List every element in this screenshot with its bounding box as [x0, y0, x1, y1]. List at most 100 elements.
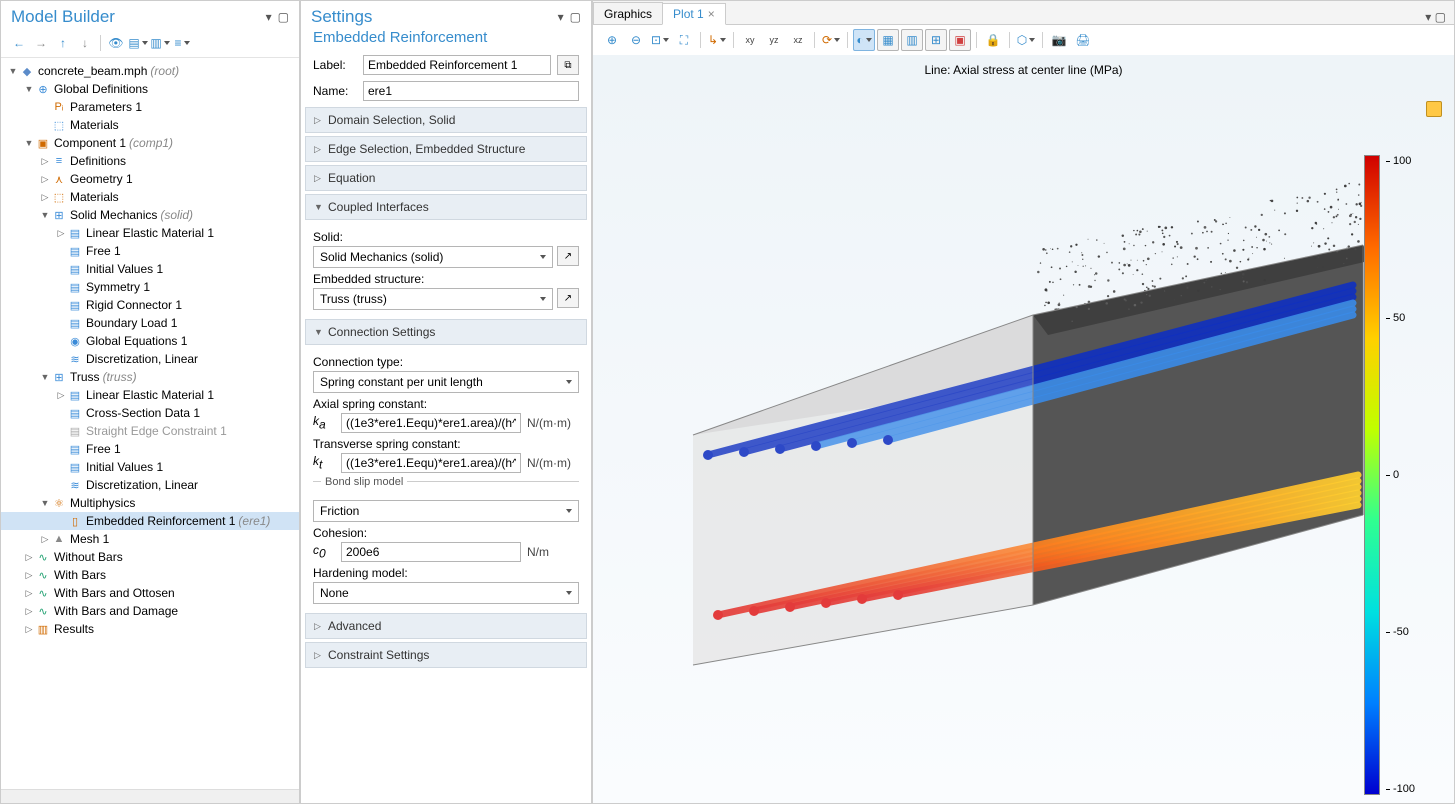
- tree-item[interactable]: ▤Free 1: [1, 440, 299, 458]
- graphics-tab[interactable]: Plot 1 ×: [662, 3, 726, 25]
- tree-item[interactable]: ▤Symmetry 1: [1, 278, 299, 296]
- tree-item[interactable]: ▷▤Linear Elastic Material 1: [1, 386, 299, 404]
- view-icon[interactable]: ↳: [706, 29, 728, 51]
- xz-icon[interactable]: xz: [787, 29, 809, 51]
- tree-item[interactable]: ▼◆concrete_beam.mph(root): [1, 62, 299, 80]
- section-connection[interactable]: ▼Connection Settings: [305, 319, 587, 345]
- tree-item[interactable]: ▤Free 1: [1, 242, 299, 260]
- label-link-icon[interactable]: ⧉: [557, 55, 579, 75]
- tree-item[interactable]: ≋Discretization, Linear: [1, 350, 299, 368]
- rotate-icon[interactable]: ⟳: [820, 29, 842, 51]
- colorbar: 100500-50-100: [1364, 155, 1424, 795]
- collapse-icon[interactable]: ▥: [150, 33, 170, 53]
- tree-item[interactable]: ▷▤Linear Elastic Material 1: [1, 224, 299, 242]
- tree-item[interactable]: ▤Initial Values 1: [1, 458, 299, 476]
- tree-item[interactable]: ≋Discretization, Linear: [1, 476, 299, 494]
- settings-title: Settings: [311, 7, 372, 27]
- section-header[interactable]: ▷Equation: [305, 165, 587, 191]
- axial-unit: N/(m·m): [527, 416, 579, 430]
- bond-select[interactable]: Friction: [313, 500, 579, 522]
- tree-item[interactable]: ▼⚛Multiphysics: [1, 494, 299, 512]
- minimize-icon[interactable]: ▾: [558, 10, 564, 24]
- section-coupled[interactable]: ▼Coupled Interfaces: [305, 194, 587, 220]
- tree-item[interactable]: ▯Embedded Reinforcement 1(ere1): [1, 512, 299, 530]
- tree-item[interactable]: PᵢParameters 1: [1, 98, 299, 116]
- list-icon[interactable]: ≡: [172, 33, 192, 53]
- tree-item[interactable]: ▼▣Component 1(comp1): [1, 134, 299, 152]
- tree-item[interactable]: ▷∿Without Bars: [1, 548, 299, 566]
- legend-toggle-icon[interactable]: [1426, 101, 1442, 117]
- coh-input[interactable]: [341, 542, 521, 562]
- colorbar-tick: 100: [1386, 155, 1415, 167]
- hard-select[interactable]: None: [313, 582, 579, 604]
- bond-slip-title: Bond slip model: [321, 476, 407, 488]
- tree-item[interactable]: ▷⬚Materials: [1, 188, 299, 206]
- back-icon[interactable]: ←: [9, 33, 29, 53]
- grid-icon[interactable]: ▥: [901, 29, 923, 51]
- tree-item[interactable]: ⬚Materials: [1, 116, 299, 134]
- tree-item[interactable]: ▤Cross-Section Data 1: [1, 404, 299, 422]
- conn-type-select[interactable]: Spring constant per unit length: [313, 371, 579, 393]
- scene-light-icon[interactable]: ◐: [853, 29, 875, 51]
- tree-item[interactable]: ▤Straight Edge Constraint 1: [1, 422, 299, 440]
- tree-item[interactable]: ▷∿With Bars and Damage: [1, 602, 299, 620]
- zoom-out-icon[interactable]: ⊖: [625, 29, 647, 51]
- zoom-in-icon[interactable]: ⊕: [601, 29, 623, 51]
- trans-label: Transverse spring constant:: [313, 437, 579, 451]
- tabs-menu-icon[interactable]: ▾ ▢: [1417, 10, 1454, 24]
- tree-item[interactable]: ▤Initial Values 1: [1, 260, 299, 278]
- name-caption: Name:: [313, 84, 357, 98]
- yz-icon[interactable]: yz: [763, 29, 785, 51]
- lock-icon[interactable]: 🔒: [982, 29, 1004, 51]
- select-icon[interactable]: ⬡: [1015, 29, 1037, 51]
- section-header[interactable]: ▷Constraint Settings: [305, 642, 587, 668]
- tree-item[interactable]: ▷∿With Bars and Ottosen: [1, 584, 299, 602]
- fwd-icon[interactable]: →: [31, 33, 51, 53]
- tree-item[interactable]: ▷∿With Bars: [1, 566, 299, 584]
- show-hide-icon[interactable]: ▣: [949, 29, 971, 51]
- zoom-box-icon[interactable]: ⊡: [649, 29, 671, 51]
- h-scrollbar[interactable]: [1, 789, 299, 803]
- solid-select[interactable]: Solid Mechanics (solid): [313, 246, 553, 268]
- emb-goto-icon[interactable]: ↗: [557, 288, 579, 308]
- print-icon[interactable]: 🖨: [1072, 29, 1094, 51]
- section-header[interactable]: ▷Edge Selection, Embedded Structure: [305, 136, 587, 162]
- label-input[interactable]: [363, 55, 551, 75]
- plot-3d-scene[interactable]: [653, 145, 1373, 725]
- down-icon[interactable]: ↓: [75, 33, 95, 53]
- plot-title: Line: Axial stress at center line (MPa): [593, 55, 1454, 85]
- settings-subtitle: Embedded Reinforcement: [301, 29, 591, 52]
- transparency-icon[interactable]: ▦: [877, 29, 899, 51]
- tree-item[interactable]: ▼⊞Solid Mechanics(solid): [1, 206, 299, 224]
- minimize-icon[interactable]: ▾: [266, 10, 272, 24]
- tree-item[interactable]: ▤Rigid Connector 1: [1, 296, 299, 314]
- coh-label: Cohesion:: [313, 526, 579, 540]
- close-icon[interactable]: ▢: [570, 10, 581, 24]
- tree-item[interactable]: ▼⊕Global Definitions: [1, 80, 299, 98]
- xy-icon[interactable]: xy: [739, 29, 761, 51]
- close-icon[interactable]: ▢: [278, 10, 289, 24]
- snapshot-icon[interactable]: 📷: [1048, 29, 1070, 51]
- emb-select[interactable]: Truss (truss): [313, 288, 553, 310]
- solid-goto-icon[interactable]: ↗: [557, 246, 579, 266]
- trans-input[interactable]: [341, 453, 521, 473]
- section-header[interactable]: ▷Advanced: [305, 613, 587, 639]
- model-tree[interactable]: ▼◆concrete_beam.mph(root)▼⊕Global Defini…: [1, 58, 299, 789]
- tree-item[interactable]: ▼⊞Truss(truss): [1, 368, 299, 386]
- expand-icon[interactable]: ▤: [128, 33, 148, 53]
- up-icon[interactable]: ↑: [53, 33, 73, 53]
- name-input[interactable]: [363, 81, 579, 101]
- tree-item[interactable]: ▤Boundary Load 1: [1, 314, 299, 332]
- tree-item[interactable]: ▷⋏Geometry 1: [1, 170, 299, 188]
- tree-item[interactable]: ▷≡Definitions: [1, 152, 299, 170]
- section-header[interactable]: ▷Domain Selection, Solid: [305, 107, 587, 133]
- emb-label: Embedded structure:: [313, 272, 579, 286]
- show-icon[interactable]: 👁: [106, 33, 126, 53]
- zoom-extents-icon[interactable]: ⛶: [673, 29, 695, 51]
- graphics-tab[interactable]: Graphics: [593, 2, 663, 24]
- axial-input[interactable]: [341, 413, 521, 433]
- tree-item[interactable]: ▷▲Mesh 1: [1, 530, 299, 548]
- tree-item[interactable]: ▷▥Results: [1, 620, 299, 638]
- wireframe-icon[interactable]: ⊞: [925, 29, 947, 51]
- tree-item[interactable]: ◉Global Equations 1: [1, 332, 299, 350]
